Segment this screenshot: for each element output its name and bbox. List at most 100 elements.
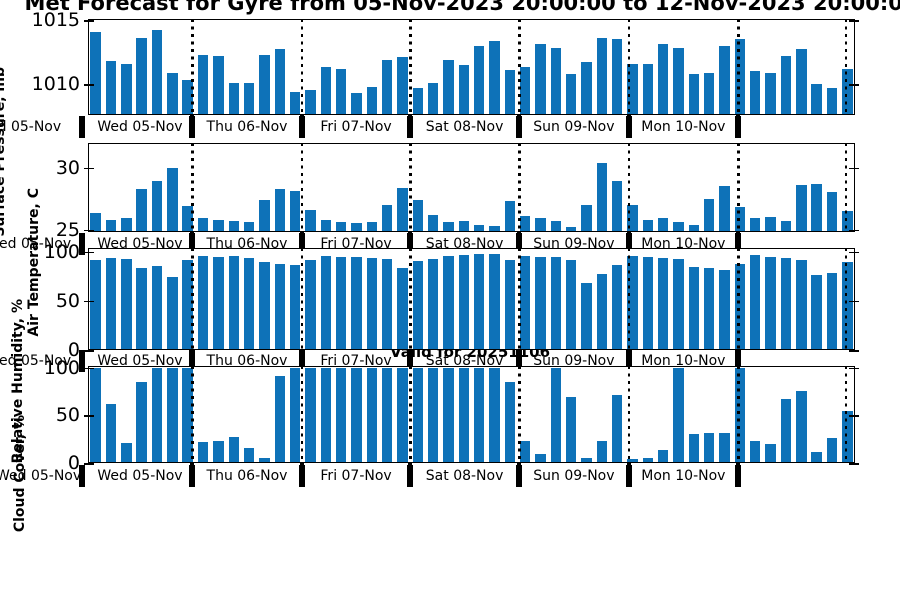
x-tick-day-label: Mon 10-Nov bbox=[641, 353, 726, 369]
y-tick-dash bbox=[849, 229, 859, 232]
bar bbox=[197, 442, 209, 462]
bar bbox=[811, 275, 822, 349]
bar bbox=[228, 437, 239, 462]
day-separator-line bbox=[409, 248, 412, 350]
bar bbox=[259, 199, 270, 231]
x-tick-day-label: Sun 09-Nov bbox=[533, 119, 615, 135]
bar bbox=[473, 45, 485, 114]
bar bbox=[427, 214, 439, 231]
axis-row-tick bbox=[189, 116, 195, 138]
day-separator-line bbox=[518, 143, 521, 232]
y-tick-label: 100 bbox=[43, 356, 80, 379]
y-axis-label: Surface Pressure, mb bbox=[0, 67, 8, 237]
axis-row-tick bbox=[407, 233, 414, 255]
bar bbox=[197, 54, 209, 114]
x-tick-day-label: Wed 05-Nov bbox=[97, 468, 183, 484]
bar bbox=[811, 84, 822, 114]
bar bbox=[381, 204, 393, 231]
axis-row-tick bbox=[298, 465, 305, 487]
x-tick-day-label: Fri 07-Nov bbox=[320, 468, 392, 484]
axis-row-tick bbox=[516, 350, 523, 372]
bar bbox=[719, 432, 730, 462]
bar bbox=[734, 263, 746, 349]
bar bbox=[443, 255, 454, 349]
y-tick-label: 25 bbox=[55, 218, 80, 241]
bar bbox=[121, 258, 132, 349]
y-tick-label: 0 bbox=[67, 339, 80, 361]
bar bbox=[381, 367, 393, 462]
y-tick-dash bbox=[84, 300, 94, 303]
x-tick-label-clipped: Wed 05-Nov bbox=[0, 119, 62, 135]
bar bbox=[719, 45, 730, 114]
axis-row-tick bbox=[516, 233, 523, 255]
bar bbox=[351, 256, 362, 349]
bar bbox=[259, 458, 270, 462]
bar bbox=[105, 219, 117, 231]
x-tick-day-label: Thu 06-Nov bbox=[206, 468, 288, 484]
bar bbox=[412, 367, 424, 462]
y-tick-dash bbox=[84, 84, 94, 86]
bar bbox=[167, 277, 178, 349]
y-tick-label: 30 bbox=[55, 156, 80, 179]
axis-row-tick bbox=[79, 233, 85, 255]
bar bbox=[427, 367, 439, 462]
bar bbox=[596, 162, 608, 231]
bar bbox=[535, 218, 546, 231]
bar bbox=[136, 37, 147, 114]
bar bbox=[289, 191, 301, 231]
y-tick-dash bbox=[84, 367, 94, 370]
bar bbox=[811, 451, 822, 462]
bar bbox=[765, 443, 776, 462]
y-tick-dash bbox=[84, 167, 94, 170]
day-separator-line bbox=[737, 143, 740, 232]
y-tick-label: 1010 bbox=[31, 73, 80, 96]
bar bbox=[228, 255, 239, 349]
day-separator-line bbox=[300, 19, 304, 115]
bar bbox=[213, 441, 224, 462]
bar bbox=[427, 258, 439, 349]
bar bbox=[596, 441, 608, 462]
x-tick-day-label: Wed 05-Nov bbox=[97, 119, 183, 135]
y-tick-dash bbox=[849, 415, 859, 417]
bar bbox=[612, 264, 623, 349]
bar bbox=[826, 87, 838, 114]
y-tick-dash bbox=[84, 251, 94, 254]
bar bbox=[642, 458, 654, 462]
bar bbox=[673, 48, 684, 114]
bar bbox=[320, 67, 331, 114]
bar bbox=[535, 454, 546, 462]
x-tick-day-label: Sun 09-Nov bbox=[533, 353, 615, 369]
bar bbox=[780, 399, 792, 462]
bar bbox=[335, 367, 347, 462]
bar bbox=[458, 64, 470, 114]
day-separator-line bbox=[844, 366, 848, 463]
y-tick-label: 1015 bbox=[31, 9, 80, 32]
bar bbox=[535, 256, 546, 349]
bar bbox=[274, 263, 285, 349]
axis-row-tick bbox=[189, 465, 195, 487]
day-tick-mark bbox=[517, 462, 522, 467]
axis-row-tick bbox=[189, 350, 195, 372]
day-separator-line bbox=[627, 143, 631, 232]
bar bbox=[734, 207, 746, 231]
bar bbox=[105, 60, 117, 114]
x-tick-day-label: Sat 08-Nov bbox=[425, 119, 504, 135]
bar bbox=[734, 367, 746, 462]
bar bbox=[581, 204, 592, 231]
y-tick-dash bbox=[84, 415, 94, 417]
x-tick-day-label: Sat 08-Nov bbox=[425, 468, 504, 484]
bar bbox=[504, 69, 516, 114]
bar bbox=[121, 63, 132, 114]
bar bbox=[796, 49, 807, 114]
y-tick-dash bbox=[849, 84, 859, 86]
bar bbox=[213, 256, 224, 349]
y-tick-label: 0 bbox=[67, 452, 80, 474]
bar bbox=[228, 220, 239, 231]
bar bbox=[627, 63, 638, 114]
bar bbox=[243, 82, 255, 114]
y-tick-dash bbox=[84, 463, 94, 465]
bar bbox=[121, 218, 132, 231]
bar bbox=[688, 266, 700, 349]
x-tick-day-label: Sun 09-Nov bbox=[533, 468, 615, 484]
